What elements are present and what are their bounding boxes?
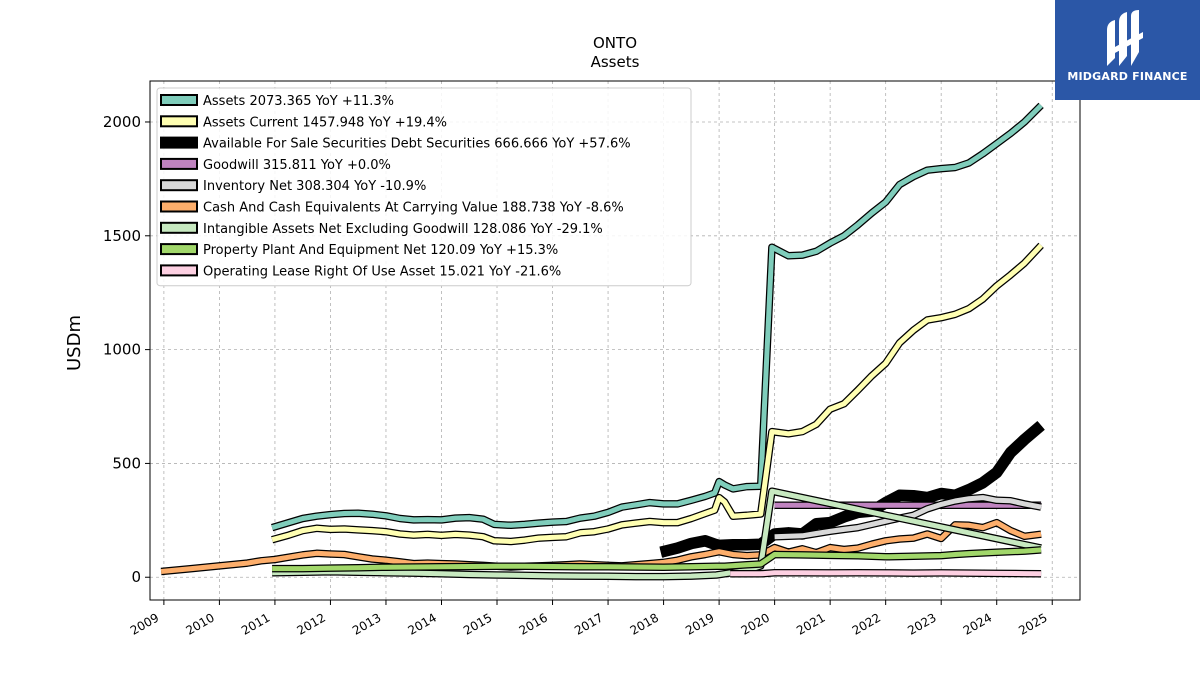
legend-entry: Available For Sale Securities Debt Secur…	[203, 137, 631, 152]
midgard-logo-icon	[1107, 10, 1143, 66]
x-tick-label: 2015	[461, 610, 494, 637]
series-assets	[271, 102, 1044, 532]
x-tick-label: 2018	[628, 610, 661, 637]
brand-logo: MIDGARD FINANCE	[1055, 0, 1200, 100]
legend-swatch	[160, 157, 198, 170]
legend-entry: Goodwill 315.811 YoY +0.0%	[203, 158, 391, 173]
x-tick-label: 2020	[739, 610, 772, 637]
x-tick-label: 2019	[683, 610, 716, 637]
legend-swatch	[160, 179, 198, 192]
y-tick-label: 1000	[103, 341, 141, 359]
legend-box	[156, 87, 692, 287]
x-tick-label: 2022	[850, 610, 883, 637]
legend-entry: Assets 2073.365 YoY +11.3%	[203, 94, 394, 109]
legend: Assets 2073.365 YoY +11.3% Assets Current…	[156, 87, 692, 287]
series-line	[271, 103, 1043, 530]
y-tick-label: 500	[112, 454, 141, 472]
series-line	[730, 570, 1042, 577]
legend-swatch	[160, 243, 198, 256]
x-tick-label: 2013	[350, 610, 383, 637]
x-tick-label: 2012	[294, 610, 327, 637]
x-tick-label: 2009	[128, 610, 161, 637]
x-tick-label: 2011	[239, 610, 272, 637]
legend-swatch	[160, 136, 198, 149]
legend-entry: Cash And Cash Equivalents At Carrying Va…	[203, 201, 624, 216]
chart-subtitle: Assets	[591, 53, 640, 71]
series-assets-current	[271, 242, 1044, 546]
series-line	[659, 421, 1045, 557]
series-line	[271, 243, 1043, 544]
x-tick-label: 2016	[517, 610, 550, 637]
legend-entry: Intangible Assets Net Excluding Goodwill…	[203, 222, 603, 237]
chart-title: ONTO	[593, 34, 637, 52]
y-axis-label: USDm	[64, 315, 85, 371]
legend-entry: Operating Lease Right Of Use Asset 15.02…	[203, 264, 561, 279]
legend-swatch	[160, 115, 198, 128]
x-tick-label: 2014	[406, 610, 439, 637]
legend-swatch	[160, 264, 198, 277]
legend-entry: Property Plant And Equipment Net 120.09 …	[203, 243, 558, 258]
series-available-for-sale-securities-debt-securities	[659, 421, 1045, 558]
x-tick-label: 2021	[794, 610, 827, 637]
brand-name: MIDGARD FINANCE	[1067, 70, 1188, 83]
legend-swatch	[160, 94, 198, 106]
x-tick-label: 2023	[905, 610, 938, 637]
x-tick-label: 2017	[572, 610, 605, 637]
x-tick-label: 2024	[961, 610, 994, 637]
y-tick-label: 0	[131, 568, 141, 586]
series-line	[272, 547, 1042, 572]
x-tick-label: 2010	[183, 610, 216, 637]
y-tick-label: 1500	[103, 227, 141, 245]
legend-swatch	[160, 221, 198, 234]
legend-swatch	[160, 200, 198, 213]
series-property-plant-and-equipment-net	[272, 546, 1042, 573]
legend-entry: Inventory Net 308.304 YoY -10.9%	[203, 179, 426, 194]
x-tick-label: 2025	[1016, 610, 1049, 637]
legend-entry: Assets Current 1457.948 YoY +19.4%	[203, 115, 447, 130]
plot-frame	[149, 80, 1081, 601]
series-operating-lease-right-of-use-asset	[730, 568, 1042, 578]
y-tick-label: 2000	[103, 113, 141, 131]
series-lines	[160, 102, 1045, 581]
